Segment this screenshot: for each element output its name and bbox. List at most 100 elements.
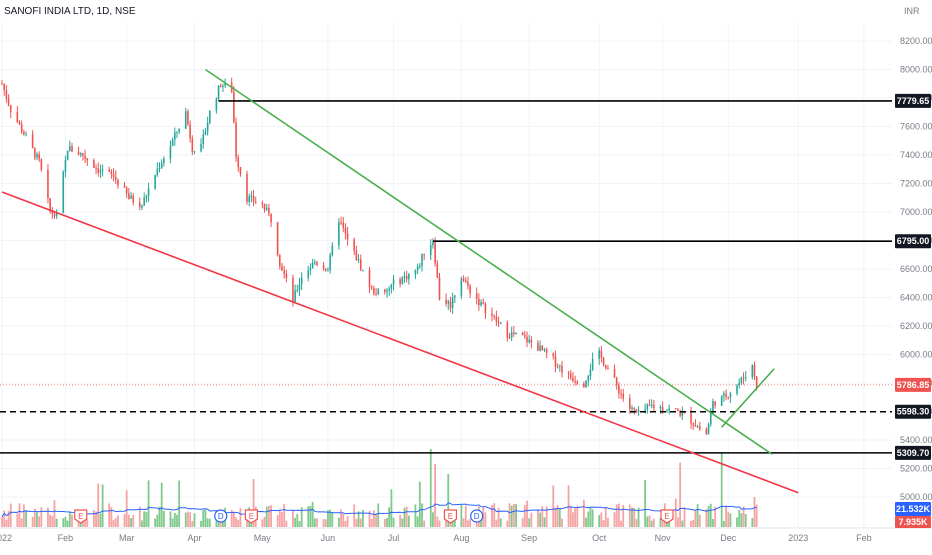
volume-bar bbox=[372, 510, 375, 527]
volume-bar bbox=[362, 509, 364, 527]
y-tick-label: 5200.00 bbox=[900, 464, 932, 474]
candle-body bbox=[187, 111, 189, 125]
level-tag bbox=[895, 404, 931, 419]
candle-body bbox=[751, 364, 754, 378]
volume-bar bbox=[263, 516, 266, 527]
volume-bar bbox=[97, 483, 100, 527]
candle-body bbox=[405, 276, 408, 280]
volume-bar bbox=[602, 520, 605, 527]
volume-bar bbox=[278, 510, 281, 527]
candle-body bbox=[108, 169, 110, 172]
volume-bar bbox=[650, 520, 653, 527]
x-tick-label: Jul bbox=[388, 533, 400, 543]
y-tick-label: 7000.00 bbox=[900, 207, 932, 217]
volume-bar bbox=[635, 518, 638, 527]
volume-bar bbox=[740, 513, 743, 527]
volume-bar bbox=[132, 515, 135, 527]
candle-body bbox=[499, 322, 502, 324]
horizontal-levels bbox=[0, 100, 892, 454]
x-tick-label: May bbox=[254, 533, 272, 543]
volume-bar bbox=[344, 520, 347, 527]
candle-body bbox=[82, 152, 84, 156]
event-marker-label: E bbox=[78, 512, 83, 521]
candle-body bbox=[20, 124, 23, 132]
candle-body bbox=[219, 85, 222, 87]
candle-body bbox=[311, 262, 314, 269]
candle-body bbox=[9, 105, 12, 113]
volume-bar bbox=[101, 484, 104, 527]
candle-body bbox=[123, 185, 126, 188]
candle-body bbox=[193, 151, 196, 153]
level-tag bbox=[895, 234, 931, 249]
volume-bar bbox=[720, 452, 723, 527]
candle-body bbox=[561, 365, 563, 373]
volume-bar bbox=[558, 509, 561, 527]
candle-body bbox=[583, 383, 585, 388]
earnings-marker bbox=[74, 509, 88, 524]
volume-bar bbox=[445, 517, 447, 527]
volume-bar bbox=[298, 520, 301, 527]
candle-body bbox=[77, 151, 80, 155]
volume-bar bbox=[62, 518, 65, 527]
volume-bar bbox=[537, 510, 539, 527]
candle-body bbox=[445, 299, 447, 304]
volume-bar bbox=[576, 505, 579, 527]
candle-body bbox=[666, 410, 668, 412]
candle-body bbox=[86, 158, 89, 161]
candle-body bbox=[270, 213, 272, 223]
candle-body bbox=[163, 158, 165, 164]
candle-body bbox=[51, 211, 54, 215]
volume-bar bbox=[543, 517, 546, 527]
volume-bar bbox=[237, 519, 240, 527]
x-axis: 2022 Feb Mar Apr May Jun Jul Aug Sep Oct Nov Dec 202… bbox=[0, 527, 932, 543]
level-tag-label: 6795.00 bbox=[897, 236, 930, 246]
candle-body bbox=[145, 196, 148, 198]
candle-body bbox=[530, 339, 533, 343]
volume-bar bbox=[683, 507, 686, 527]
candle-body bbox=[40, 159, 43, 171]
volume-ma-tag-label: 7.935K bbox=[898, 517, 928, 527]
volume-bar bbox=[283, 503, 286, 527]
volume-bar bbox=[613, 512, 616, 527]
volume-bar bbox=[526, 500, 528, 527]
volume-bar bbox=[51, 515, 54, 527]
y-tick-label: 7600.00 bbox=[900, 122, 932, 132]
candle-body bbox=[147, 188, 150, 197]
candle-body bbox=[683, 412, 686, 414]
candle-body bbox=[467, 281, 469, 286]
volume-bar bbox=[178, 480, 181, 527]
last-price-tag-label: 5786.85 bbox=[897, 380, 930, 390]
volume-bar bbox=[353, 504, 356, 527]
y-tick-label: 6400.00 bbox=[900, 293, 932, 303]
volume-bar bbox=[92, 510, 95, 527]
level-tag-label: 5309.70 bbox=[897, 448, 930, 458]
volume-bar bbox=[528, 518, 531, 527]
volume-bar bbox=[49, 514, 52, 527]
event-marker-label: D bbox=[218, 512, 224, 521]
candle-body bbox=[401, 277, 404, 284]
volume-bar bbox=[633, 507, 636, 527]
volume-bar bbox=[736, 517, 738, 527]
volume-bar bbox=[493, 503, 496, 527]
volume-bar bbox=[401, 518, 404, 527]
candle-body bbox=[64, 159, 67, 172]
candle-body bbox=[316, 262, 318, 266]
candle-body bbox=[235, 122, 237, 158]
volume-bar bbox=[530, 512, 533, 527]
candle-body bbox=[615, 377, 618, 386]
volume-bar bbox=[267, 505, 270, 527]
volume-bar bbox=[705, 508, 708, 527]
candle-body bbox=[591, 358, 594, 370]
volume-bar bbox=[130, 518, 132, 527]
candle-body bbox=[84, 155, 86, 159]
volume-bar bbox=[71, 514, 73, 527]
volume-bar bbox=[753, 497, 756, 527]
candle-body bbox=[727, 396, 730, 398]
candle-body bbox=[694, 424, 697, 427]
volume-bar bbox=[112, 520, 115, 527]
candle-body bbox=[414, 270, 417, 275]
candle-body bbox=[125, 187, 128, 194]
volume-bar bbox=[405, 506, 408, 527]
